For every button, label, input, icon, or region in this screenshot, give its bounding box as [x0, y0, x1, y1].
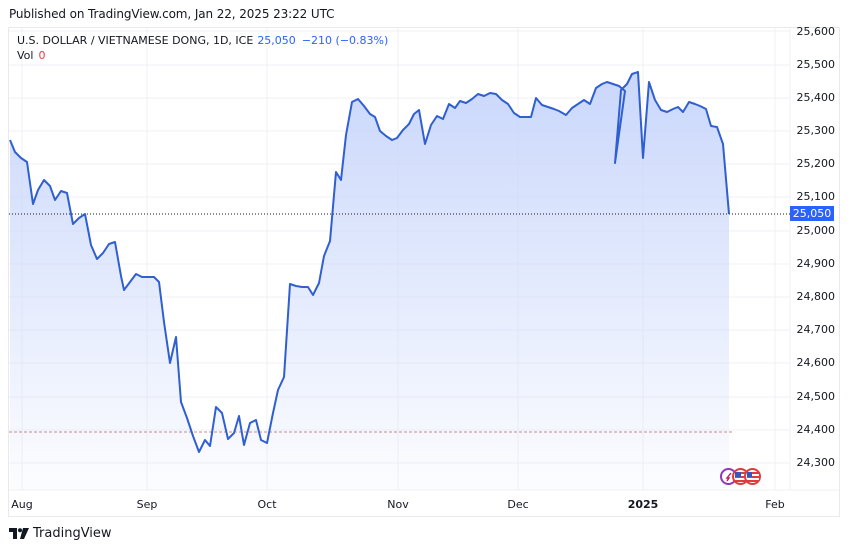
x-tick: 2025: [627, 498, 659, 511]
x-tick: Oct: [257, 498, 277, 511]
price-change: −210 (−0.83%): [301, 34, 389, 47]
y-tick: 24,700: [796, 323, 836, 336]
y-tick: 24,400: [796, 423, 836, 436]
y-tick: 24,800: [796, 290, 836, 303]
current-price-tag: 25,050: [790, 206, 834, 221]
y-tick: 24,500: [796, 390, 836, 403]
tradingview-logo-icon: [9, 527, 29, 539]
symbol-title: U.S. DOLLAR / VIETNAMESE DONG, 1D, ICE: [17, 34, 254, 47]
volume-value: 0: [38, 49, 46, 62]
y-tick: 24,600: [796, 356, 836, 369]
last-price: 25,050: [257, 34, 296, 47]
chart-frame: [8, 27, 840, 517]
legend-volume-row[interactable]: Vol 0: [17, 48, 388, 63]
y-tick: 25,600: [796, 25, 836, 38]
x-tick: Nov: [387, 498, 409, 511]
us-flag-event-icon[interactable]: [744, 468, 761, 485]
y-tick: 24,300: [796, 456, 836, 469]
volume-label: Vol: [17, 49, 34, 62]
y-tick: 25,200: [796, 157, 836, 170]
y-tick: 25,500: [796, 58, 836, 71]
published-caption: Published on TradingView.com, Jan 22, 20…: [9, 7, 335, 21]
y-tick: 25,400: [796, 91, 836, 104]
chart-legend: U.S. DOLLAR / VIETNAMESE DONG, 1D, ICE 25…: [17, 33, 388, 63]
tradingview-brand: TradingView: [33, 526, 112, 541]
x-tick: Aug: [11, 498, 33, 511]
y-tick: 25,000: [796, 224, 836, 237]
area-fill: [10, 72, 729, 490]
y-tick: 24,900: [796, 257, 836, 270]
x-tick: Dec: [507, 498, 529, 511]
tradingview-logo[interactable]: TradingView: [9, 526, 112, 541]
price-line: [9, 71, 730, 453]
y-tick: 25,300: [796, 124, 836, 137]
y-tick: 25,100: [796, 190, 836, 203]
x-tick: Sep: [136, 498, 158, 511]
legend-symbol-row[interactable]: U.S. DOLLAR / VIETNAMESE DONG, 1D, ICE 25…: [17, 33, 388, 48]
event-markers: [720, 468, 761, 485]
x-tick: Feb: [765, 498, 785, 511]
